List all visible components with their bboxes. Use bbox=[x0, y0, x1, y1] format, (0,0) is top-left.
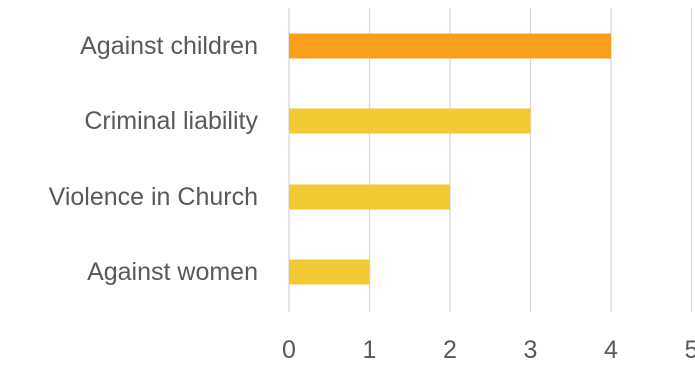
x-tick-label: 3 bbox=[524, 336, 538, 364]
category-label: Violence in Church bbox=[49, 183, 258, 211]
bar bbox=[289, 259, 370, 285]
bar bbox=[289, 108, 531, 134]
x-tick-label: 1 bbox=[363, 336, 377, 364]
bar bbox=[289, 33, 611, 59]
x-axis-tick-labels: 0 1 2 3 4 5 bbox=[282, 336, 695, 364]
x-tick-label: 5 bbox=[685, 336, 695, 364]
x-tick-label: 0 bbox=[282, 336, 296, 364]
category-label: Against children bbox=[80, 32, 258, 60]
category-labels: Against children Criminal liability Violen… bbox=[49, 32, 259, 286]
x-tick-label: 2 bbox=[443, 336, 457, 364]
bar bbox=[289, 184, 450, 210]
x-tick-label: 4 bbox=[604, 336, 618, 364]
category-label: Against women bbox=[87, 258, 258, 286]
category-label: Criminal liability bbox=[84, 107, 258, 135]
bars bbox=[289, 33, 611, 285]
